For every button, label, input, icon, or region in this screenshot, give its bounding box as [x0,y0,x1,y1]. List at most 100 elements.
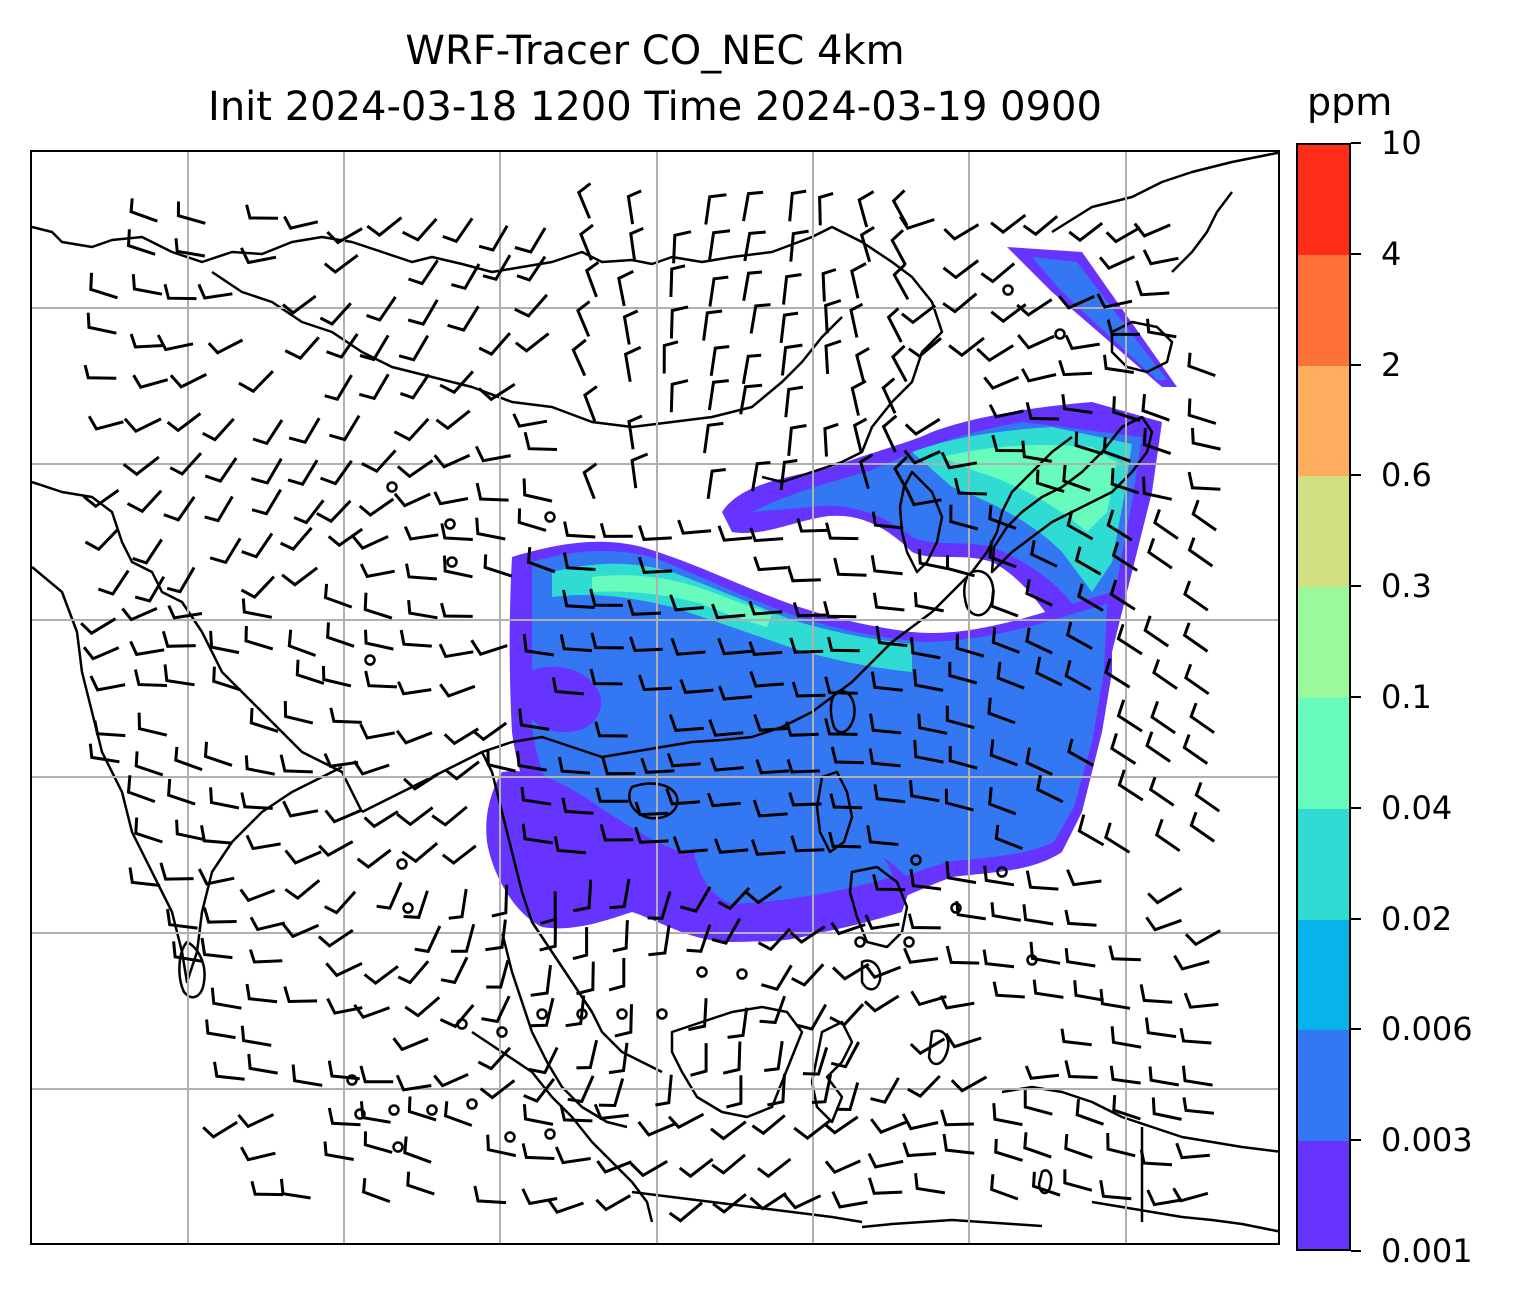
wind-barb [1025,747,1053,776]
wind-barb [572,927,589,961]
wind-barb [707,379,729,411]
wind-barb [944,1032,982,1049]
wind-barb [1187,398,1217,425]
wind-barb [703,421,724,454]
wind-barb [662,340,679,374]
wind-barb [121,607,158,622]
wind-barb [786,565,821,583]
wind-barb [677,519,712,535]
wind-barb [990,303,1027,324]
calm-wind-circle [696,966,708,978]
wind-barb [1099,1179,1132,1201]
wind-barb [359,1101,391,1124]
wind-barb [992,1103,1023,1127]
wind-barb [749,303,771,334]
wind-barb [609,878,631,910]
wind-barb [864,914,900,930]
wind-barb [623,345,642,383]
wind-barb [945,861,977,885]
wind-barb [948,746,978,770]
wind-barb [477,1046,512,1071]
wind-barb [486,959,510,989]
wind-barb [351,534,389,550]
calm-wind-circle [854,936,866,948]
wind-barb [913,739,944,764]
wind-barb [852,417,868,453]
wind-barb [407,1096,437,1122]
wind-barb [283,215,319,230]
wind-barb [397,681,432,696]
colorbar-tick-label: 0.3 [1381,567,1432,606]
japan-honshu [990,415,1154,574]
wind-barb [849,302,864,338]
wind-barb [1147,887,1183,905]
wind-barb [940,451,978,470]
wind-barb [678,1157,714,1179]
wind-barb [599,824,634,842]
wind-barb [1098,255,1136,270]
wind-barb [903,947,939,964]
wind-barb [1025,627,1053,655]
wind-barb [328,414,361,442]
wind-barb [830,746,864,765]
wind-barb [655,1074,673,1107]
colorbar-tick-label: 0.02 [1381,899,1453,938]
wind-barb [955,633,985,658]
wind-barb [528,1046,559,1075]
wind-barb [283,700,314,725]
wind-barb [323,254,359,274]
wind-barb [393,492,431,508]
wind-barb [252,419,284,446]
wind-barb [949,504,979,531]
wind-barb [1183,663,1210,696]
wind-barb [1135,280,1170,297]
wind-barb [881,377,897,414]
wind-barb [486,748,516,773]
wind-barb [240,247,277,265]
map-panel [30,150,1280,1245]
wind-barb [1077,583,1104,612]
wind-barb [576,961,595,996]
calm-wind-circle [446,556,458,568]
wind-barb [907,913,941,930]
halmahera [927,1029,950,1066]
colorbar-tick-label: 10 [1381,124,1422,162]
wind-barb [892,263,910,301]
borneo [670,1005,804,1119]
wind-barb [869,1118,908,1135]
wind-barb [811,1073,833,1104]
wind-barb [479,1079,516,1100]
wind-barb [601,757,636,776]
wind-barb [595,787,629,803]
wind-barb [522,1104,554,1126]
wind-barb [478,225,509,252]
wind-barb [1105,226,1141,244]
wind-barb [399,373,430,400]
wind-barb [439,370,475,395]
wind-barb [593,1103,629,1121]
wind-barb [248,949,283,964]
wind-barb [627,599,662,616]
wind-barb [433,453,471,469]
wind-barb [251,488,282,516]
wind-barb [86,312,117,335]
wind-barb [241,598,273,619]
wind-barb [726,1075,743,1109]
colorbar [1296,143,1351,1251]
wind-barb [321,665,352,688]
wind-barb [1117,769,1144,802]
wind-barb [553,836,587,855]
wind-barb [366,216,403,237]
calm-wind-circle [364,654,376,666]
wind-barb [989,739,1018,767]
wind-barb [169,452,203,476]
wind-barb [84,528,120,552]
wind-barb [668,1201,703,1223]
colorbar-tick [1351,1028,1361,1031]
wind-barb [87,415,124,431]
wind-barb [399,629,432,648]
wind-barb [1191,499,1217,532]
wind-barb [988,404,1024,419]
wind-barb [829,1003,865,1027]
wind-barb [439,1004,475,1029]
